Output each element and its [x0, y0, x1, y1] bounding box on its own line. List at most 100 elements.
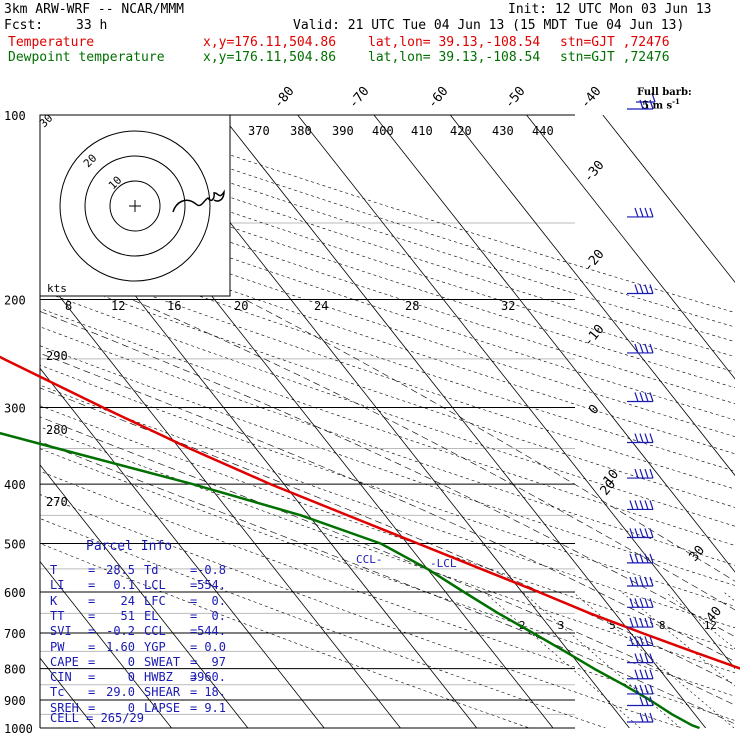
parcel-value: 51: [120, 608, 135, 623]
parcel-equals: =: [88, 654, 96, 669]
parcel-value: 97: [211, 654, 226, 669]
theta-e-label: 400: [372, 124, 394, 138]
wind-barb-flag: [629, 576, 634, 587]
wind-barb-flag: [634, 669, 639, 679]
pressure-label: 900: [4, 694, 26, 708]
wind-barb-flag: [649, 392, 654, 402]
isotherm-label: 0: [586, 402, 603, 418]
moist-adiabat: [131, 299, 735, 611]
wind-barb-flag: [639, 712, 644, 723]
theta-e-label: 430: [492, 124, 514, 138]
wind-barb-flag: [644, 598, 649, 608]
wind-barb-flag: [644, 669, 649, 679]
wind-barb-flag: [629, 598, 634, 608]
parcel-value: 554.: [197, 578, 226, 593]
dry-adiabat: [40, 494, 682, 728]
parcel-key: EL: [144, 608, 159, 623]
wind-barb-flag: [639, 598, 644, 608]
wind-barb-flag: [639, 392, 644, 402]
temperature-latlon: lat,lon= 39.13,-108.54: [368, 35, 541, 50]
isotherm-line: [297, 115, 735, 670]
wind-barb-flag: [644, 636, 649, 646]
wind-barb-flag: [634, 207, 639, 218]
mixing-ratio-line: [483, 591, 641, 728]
wind-barb-flag: [639, 343, 644, 354]
wind-barb-flag: [649, 712, 654, 723]
isotherm-label: -20: [581, 247, 608, 275]
parcel-equals: =: [190, 639, 198, 654]
dry-adiabat: [40, 470, 735, 721]
wind-barb-flag: [644, 653, 649, 663]
wind-barb-flag: [649, 653, 654, 663]
moist-adiabat: [40, 441, 735, 725]
wind-barb-flag: [639, 528, 644, 538]
parcel-value: 18.: [204, 685, 226, 700]
parcel-value: 0.: [211, 593, 226, 608]
lcl-label: -LCL: [430, 557, 457, 570]
isotherm-line: [221, 115, 706, 728]
moist-adiabat: [40, 416, 735, 706]
hodograph-trace: [172, 189, 225, 213]
parcel-equals: =: [190, 563, 198, 577]
wind-barb-flag: [629, 553, 634, 564]
dry-adiabat: [40, 326, 735, 566]
wind-barb-flag: [649, 598, 654, 608]
wind-barb-flag: [644, 712, 649, 723]
dewpoint-legend: Dewpoint temperature: [8, 50, 165, 65]
wind-barb-flag: [639, 433, 644, 443]
isotherm-label: -30: [581, 158, 608, 186]
parcel-value: -0.2: [106, 624, 135, 639]
isotherm-label: -50: [502, 84, 529, 112]
barb-legend-exponent: -1: [672, 97, 680, 106]
wind-barb-flag: [649, 284, 654, 294]
wind-barb-flag: [639, 636, 644, 646]
pressure-label: 400: [4, 478, 26, 492]
wind-barb-flag: [639, 576, 644, 587]
dry-adiabat: [40, 145, 735, 373]
wind-barb-flag: [634, 468, 639, 479]
parcel-key: CAPE: [50, 654, 79, 669]
wind-speed-label: 16: [167, 299, 181, 313]
barb-legend-title: Full barb:: [637, 87, 692, 98]
parcel-equals: =: [88, 578, 96, 593]
parcel-equals: =: [190, 578, 198, 593]
parcel-value: 3960.: [189, 670, 226, 685]
parcel-info-cell: CELL = 265/29: [50, 711, 144, 725]
wind-barb-flag: [649, 500, 654, 510]
parcel-equals: =: [88, 563, 96, 577]
theta-label: 290: [46, 349, 68, 363]
parcel-key: Td: [144, 563, 159, 577]
parcel-equals: =: [190, 685, 198, 700]
temperature-legend: Temperature: [8, 35, 95, 50]
wind-barb-flag: [639, 500, 644, 510]
wind-barb-flag: [649, 617, 654, 628]
hodograph-units: kts: [47, 282, 67, 295]
wind-barb-flag: [649, 343, 654, 354]
parcel-value: 29.0: [106, 685, 135, 700]
parcel-key: LCL: [144, 578, 166, 593]
parcel-value: 1.60: [106, 639, 135, 654]
parcel-value: 0: [127, 654, 135, 669]
barb-legend-flag: [651, 92, 656, 103]
wind-barb-flag: [634, 636, 639, 646]
theta-e-label: 370: [248, 124, 270, 138]
wind-barb-flag: [634, 576, 639, 587]
theta-e-label: 420: [450, 124, 472, 138]
pressure-label: 1000: [4, 722, 33, 736]
wind-speed-label: 12: [111, 299, 125, 313]
wind-barb-flag: [644, 468, 649, 479]
theta-label: 280: [46, 423, 68, 437]
pressure-label: 800: [4, 663, 26, 677]
init-time: Init: 12 UTC Mon 03 Jun 13: [508, 2, 712, 17]
isotherm-label: -10: [581, 322, 608, 350]
parcel-key: YGP: [144, 639, 166, 654]
theta-e-label: 380: [290, 124, 312, 138]
parcel-equals: =: [190, 624, 198, 639]
parcel-key: K: [50, 593, 58, 608]
parcel-value: 24: [120, 593, 135, 608]
wind-barb-flag: [629, 617, 634, 628]
wind-barb-flag: [639, 553, 644, 564]
model-title: 3km ARW-WRF -- NCAR/MMM: [4, 2, 185, 17]
wind-speed-label: 20: [234, 299, 248, 313]
wind-barb-flag: [634, 343, 639, 354]
